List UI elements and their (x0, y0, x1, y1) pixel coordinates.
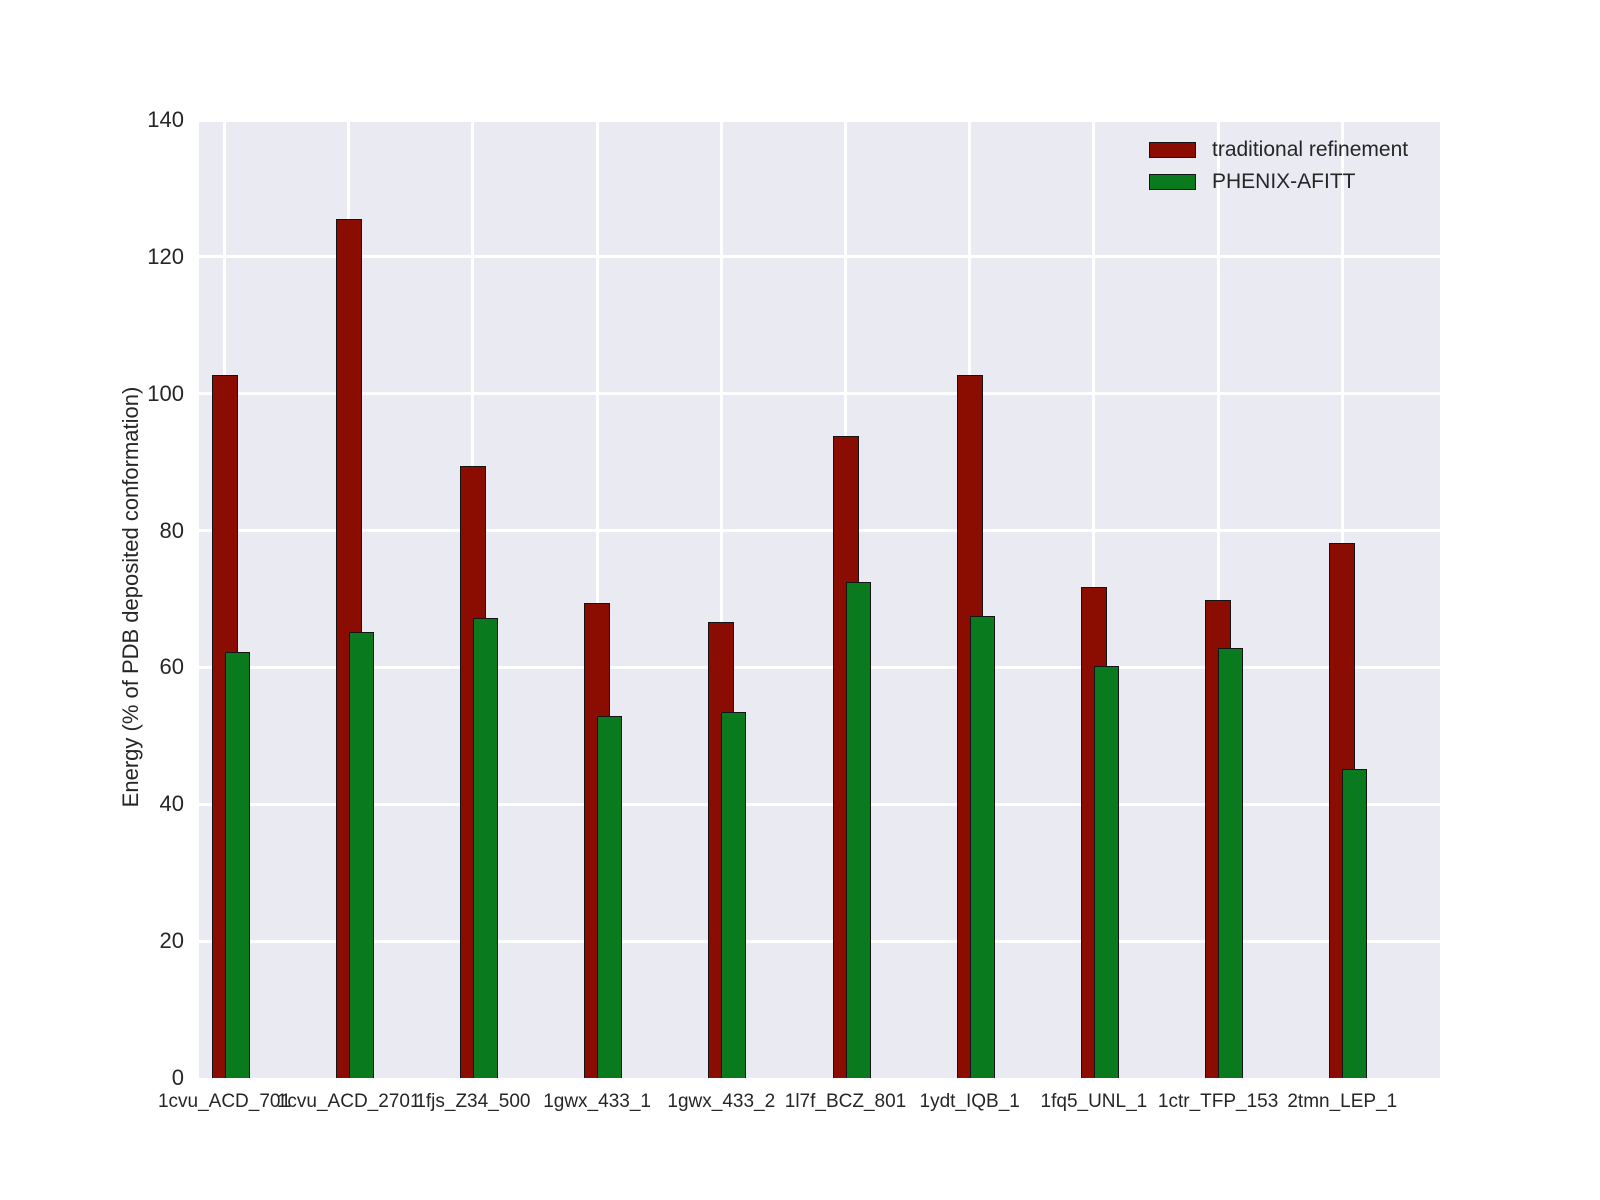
legend-item: traditional refinement (1149, 137, 1408, 163)
legend-swatch-icon (1149, 174, 1196, 190)
bar-phenix-afitt (472, 618, 498, 1078)
x-tick-label: 1ydt_IQB_1 (919, 1091, 1020, 1112)
y-tick-label: 140 (147, 107, 184, 132)
bar-phenix-afitt (1093, 666, 1119, 1078)
gridline-horizontal (199, 939, 1440, 943)
gridline-horizontal (199, 665, 1440, 669)
x-tick-label: 1gwx_433_2 (667, 1091, 776, 1112)
legend-label: traditional refinement (1212, 138, 1409, 161)
x-tick-label: 1fq5_UNL_1 (1040, 1091, 1148, 1112)
x-tick-label: 2tmn_LEP_1 (1287, 1091, 1398, 1112)
legend-swatch-icon (1149, 142, 1196, 158)
plot-area: traditional refinement PHENIX-AFITT (199, 120, 1440, 1078)
gridline-vertical (719, 120, 723, 1078)
gridline-vertical (1216, 120, 1220, 1078)
gridline-horizontal (199, 529, 1440, 533)
x-tick-label: 1l7f_BCZ_801 (784, 1091, 907, 1112)
y-tick-label: 40 (159, 791, 184, 817)
y-tick-label: 60 (159, 654, 184, 680)
legend-item: PHENIX-AFITT (1149, 169, 1408, 195)
bar-phenix-afitt (1218, 647, 1244, 1078)
x-tick-label: 1cvu_ACD_2701 (276, 1091, 421, 1112)
gridline-horizontal (199, 255, 1440, 259)
y-axis-title: Energy (% of PDB deposited conformation) (118, 386, 143, 808)
x-tick-label: 1fjs_Z34_500 (415, 1091, 531, 1112)
gridline-horizontal (199, 802, 1440, 806)
y-tick-label: 100 (147, 380, 184, 406)
bar-phenix-afitt (1342, 769, 1368, 1078)
bar-phenix-afitt (969, 616, 995, 1078)
legend-label: PHENIX-AFITT (1212, 170, 1356, 193)
y-tick-label: 80 (159, 517, 184, 543)
bar-phenix-afitt (721, 711, 747, 1078)
bar-phenix-afitt (348, 631, 374, 1078)
gridline-horizontal (199, 392, 1440, 396)
x-tick-label: 1cvu_ACD_701 (157, 1091, 292, 1112)
y-tick-label: 20 (159, 928, 184, 954)
bar-phenix-afitt (845, 581, 871, 1078)
x-tick-label: 1ctr_TFP_153 (1157, 1091, 1279, 1112)
gridline-horizontal (199, 120, 1440, 122)
y-tick-label: 0 (171, 1065, 184, 1090)
bar-phenix-afitt (597, 716, 623, 1078)
legend: traditional refinement PHENIX-AFITT (1149, 137, 1408, 195)
bar-phenix-afitt (224, 651, 250, 1078)
y-tick-label: 120 (147, 243, 184, 269)
gridline-vertical (595, 120, 599, 1078)
x-tick-label: 1gwx_433_1 (543, 1091, 651, 1112)
